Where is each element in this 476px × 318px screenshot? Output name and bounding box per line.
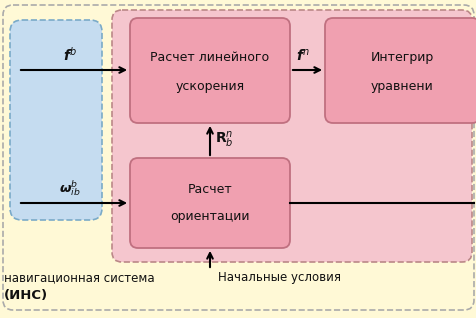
Text: $\boldsymbol{f}^n$: $\boldsymbol{f}^n$ (295, 48, 309, 64)
FancyBboxPatch shape (10, 20, 102, 220)
FancyBboxPatch shape (3, 5, 473, 310)
Text: $\boldsymbol{\omega}^b_{ib}$: $\boldsymbol{\omega}^b_{ib}$ (59, 178, 80, 198)
Text: Начальные условия: Начальные условия (218, 272, 340, 285)
Text: уравнени: уравнени (370, 80, 433, 93)
FancyBboxPatch shape (130, 158, 289, 248)
FancyBboxPatch shape (130, 18, 289, 123)
Text: (ИНС): (ИНС) (4, 288, 48, 301)
Text: $\mathbf{R}^n_b$: $\mathbf{R}^n_b$ (215, 130, 233, 150)
Text: навигационная система: навигационная система (4, 272, 154, 285)
Text: Расчет: Расчет (187, 183, 232, 196)
Text: ускорения: ускорения (175, 80, 244, 93)
FancyBboxPatch shape (112, 10, 471, 262)
Text: $\boldsymbol{f}^b$: $\boldsymbol{f}^b$ (63, 46, 77, 64)
Text: Расчет линейного: Расчет линейного (150, 52, 269, 65)
Text: Интегрир: Интегрир (370, 52, 433, 65)
FancyBboxPatch shape (324, 18, 476, 123)
Text: ориентации: ориентации (170, 210, 249, 223)
